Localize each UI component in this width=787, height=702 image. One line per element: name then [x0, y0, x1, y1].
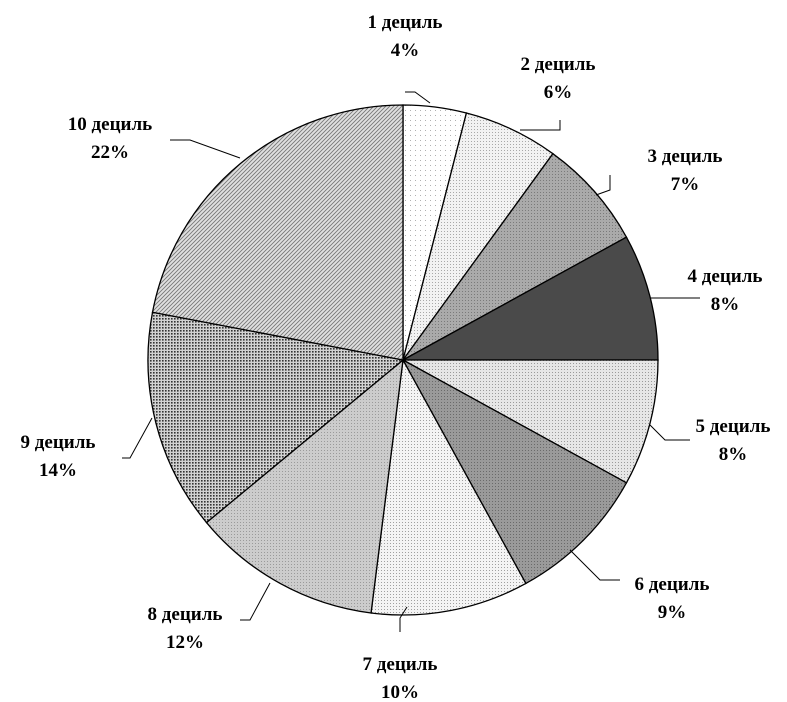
pie-slices — [147, 104, 659, 616]
pie-slice-3 — [402, 152, 628, 361]
slice-value-2: 6% — [544, 82, 573, 103]
slice-label-5: 5 дециль — [696, 416, 771, 437]
leader-line-6 — [569, 549, 620, 581]
pie-slice-5 — [402, 359, 659, 484]
leader-line-10 — [170, 139, 241, 159]
pie-slice-8 — [205, 358, 404, 614]
slice-label-10: 10 дециль — [68, 114, 152, 135]
slice-label-9: 9 дециль — [21, 432, 96, 453]
leader-line-1 — [405, 91, 431, 104]
slice-label-4: 4 дециль — [688, 266, 763, 287]
leader-line-3 — [595, 175, 611, 196]
pie-slice-9 — [147, 311, 405, 524]
leader-line-7 — [399, 606, 408, 632]
slice-label-8: 8 дециль — [148, 604, 223, 625]
pie-slice-6 — [401, 358, 628, 585]
slice-label-1: 1 дециль — [368, 12, 443, 33]
pie-slice-7 — [370, 357, 527, 616]
slice-label-2: 2 дециль — [521, 54, 596, 75]
slice-value-8: 12% — [166, 632, 204, 653]
slice-value-9: 14% — [39, 460, 77, 481]
slice-value-4: 8% — [711, 294, 740, 315]
slice-labels: 1 дециль 4% 2 дециль 6% 3 дециль 7% 4 дециль 8%… — [21, 12, 771, 702]
pie-slice-10 — [151, 104, 404, 361]
leader-lines — [122, 91, 700, 632]
leader-line-2 — [520, 120, 561, 131]
leader-line-5 — [649, 424, 690, 441]
slice-value-1: 4% — [391, 40, 420, 61]
leader-line-9 — [122, 417, 153, 459]
slice-value-10: 22% — [91, 142, 129, 163]
slice-value-5: 8% — [719, 444, 748, 465]
slice-value-7: 10% — [381, 682, 419, 702]
slice-value-3: 7% — [671, 174, 700, 195]
slice-value-6: 9% — [658, 602, 687, 623]
slice-label-7: 7 дециль — [363, 654, 438, 675]
pie-slice-4 — [402, 236, 659, 361]
leader-line-8 — [240, 582, 271, 621]
slice-label-3: 3 дециль — [648, 146, 723, 167]
slice-label-6: 6 дециль — [635, 574, 710, 595]
